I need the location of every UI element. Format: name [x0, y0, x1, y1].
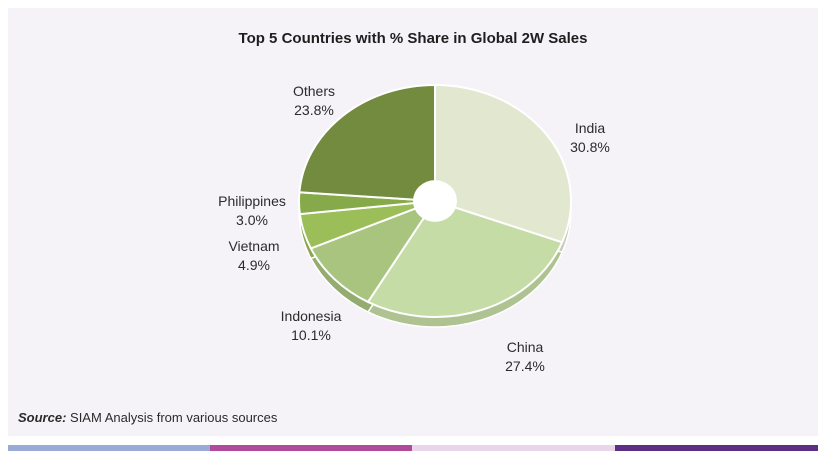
slice-label-others: Others 23.8% — [254, 82, 374, 120]
slice-label-name: Philippines — [218, 193, 286, 209]
slice-label-value: 4.9% — [238, 257, 270, 273]
footer-bar-1 — [8, 445, 210, 451]
slice-label-name: Indonesia — [280, 308, 342, 324]
chart-title: Top 5 Countries with % Share in Global 2… — [238, 30, 588, 47]
pie-slice-others — [298, 83, 436, 203]
pie-slice-indonesia — [309, 198, 438, 304]
slice-label-philippines: Philippines 3.0% — [192, 192, 312, 230]
pie-slice-india — [434, 83, 572, 244]
slice-label-vietnam: Vietnam 4.9% — [194, 237, 314, 275]
slice-label-value: 30.8% — [570, 139, 610, 155]
slice-label-value: 23.8% — [294, 102, 334, 118]
slice-label-name: India — [574, 120, 606, 136]
slice-label-india: India 30.8% — [530, 119, 650, 157]
slice-label-value: 10.1% — [291, 327, 331, 343]
footer-bar-3 — [412, 445, 615, 451]
chart-panel: Top 5 Countries with % Share in Global 2… — [8, 8, 818, 436]
source-prefix: Source: — [18, 410, 67, 425]
slice-label-value: 27.4% — [505, 358, 545, 374]
footer-bar-2 — [210, 445, 412, 451]
slice-label-indonesia: Indonesia 10.1% — [251, 307, 371, 345]
slice-label-name: Vietnam — [228, 238, 280, 254]
footer-bar-4 — [615, 445, 818, 451]
source-note: Source: SIAM Analysis from various sourc… — [18, 410, 277, 425]
pie-chart — [298, 83, 572, 328]
slice-label-value: 3.0% — [236, 212, 268, 228]
slice-label-name: China — [506, 339, 544, 355]
slice-label-name: Others — [292, 83, 335, 99]
source-text: SIAM Analysis from various sources — [66, 410, 278, 425]
donut-hole — [413, 180, 457, 222]
slice-label-china: China 27.4% — [465, 338, 585, 376]
